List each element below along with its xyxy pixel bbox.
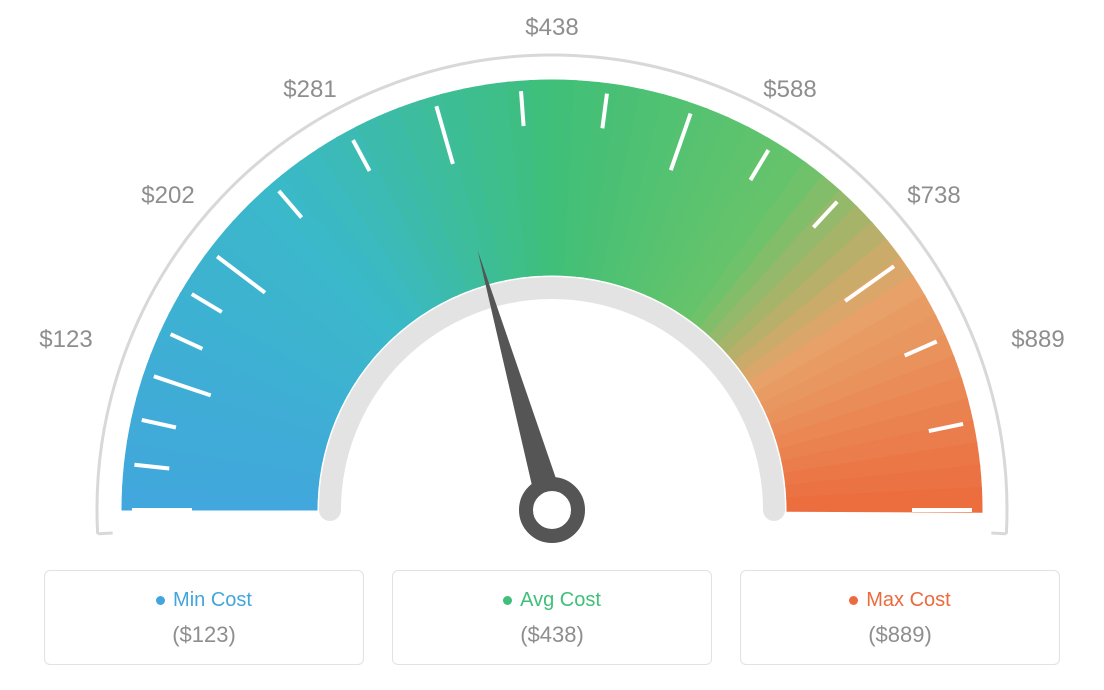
legend-value-max: ($889) (741, 622, 1059, 648)
gauge-svg (0, 0, 1104, 560)
dot-icon (503, 596, 512, 605)
legend-card-avg: Avg Cost ($438) (392, 570, 712, 665)
legend-title-text: Max Cost (866, 589, 950, 612)
legend-title-avg: Avg Cost (503, 589, 601, 612)
gauge-tick-label: $438 (525, 14, 578, 42)
dot-icon (156, 596, 165, 605)
legend-title-max: Max Cost (849, 589, 950, 612)
gauge-tick-label: $281 (283, 76, 336, 104)
gauge-tick-label: $738 (907, 182, 960, 210)
gauge-tick-label: $123 (39, 326, 92, 354)
legend-card-min: Min Cost ($123) (44, 570, 364, 665)
legend-value-avg: ($438) (393, 622, 711, 648)
gauge-tick-label: $202 (141, 182, 194, 210)
legend-title-text: Min Cost (173, 589, 252, 612)
legend-row: Min Cost ($123) Avg Cost ($438) Max Cost… (0, 570, 1104, 665)
gauge-tick-label: $588 (763, 76, 816, 104)
gauge-tick-label: $889 (1011, 326, 1064, 354)
gauge-container: $123 $202 $281 $438 $588 $738 $889 (0, 0, 1104, 560)
dot-icon (849, 596, 858, 605)
legend-value-min: ($123) (45, 622, 363, 648)
legend-title-min: Min Cost (156, 589, 252, 612)
legend-card-max: Max Cost ($889) (740, 570, 1060, 665)
legend-title-text: Avg Cost (520, 589, 601, 612)
